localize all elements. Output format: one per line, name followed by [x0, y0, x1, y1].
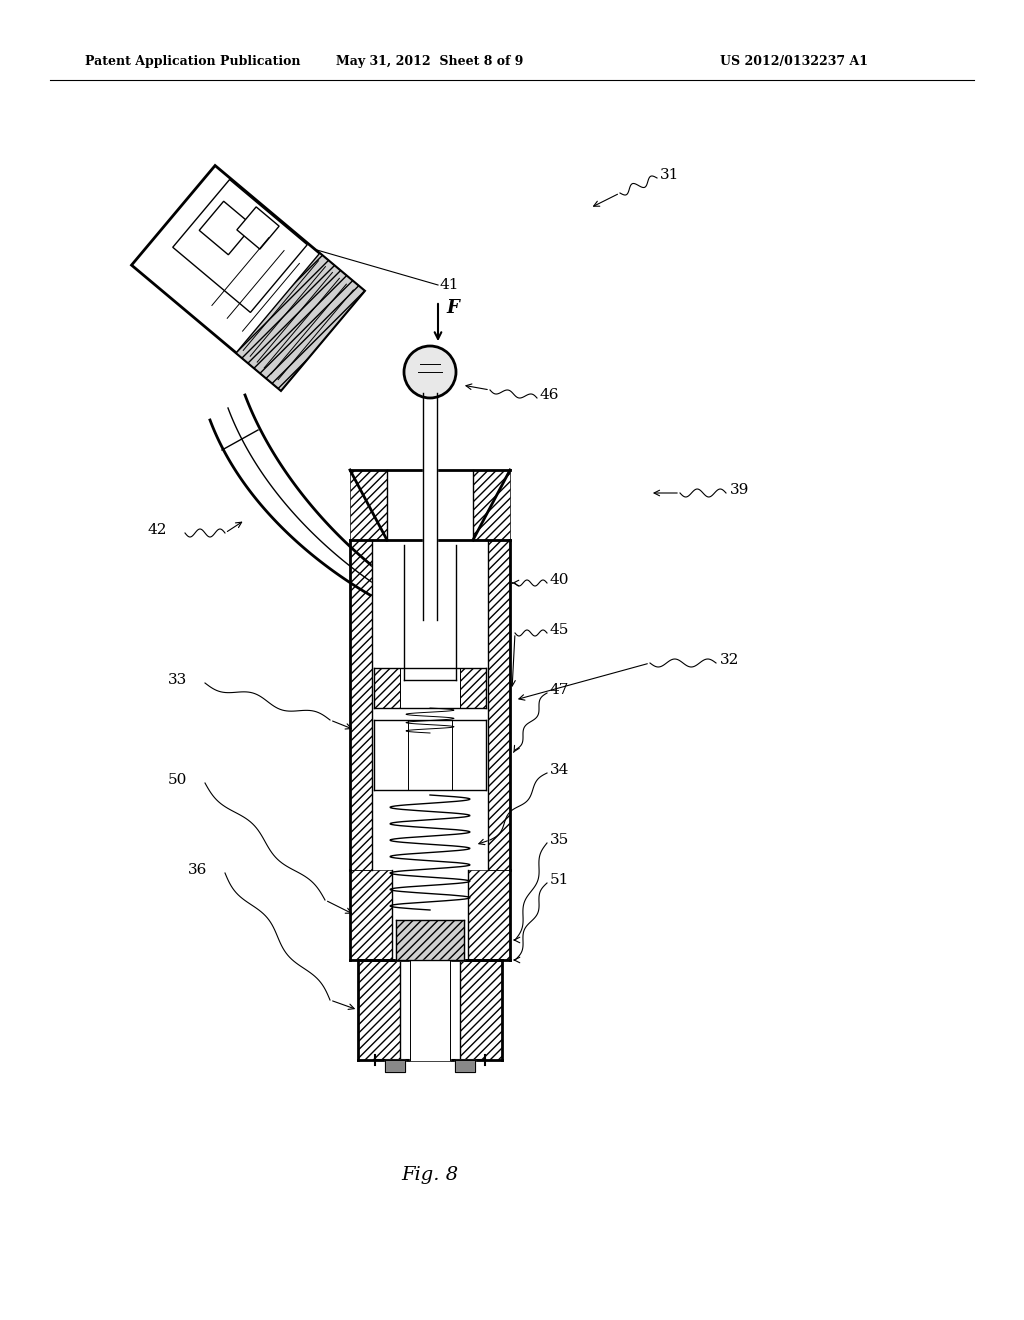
Text: 50: 50	[168, 774, 187, 787]
Bar	[350, 540, 372, 870]
Bar	[460, 960, 502, 1060]
Polygon shape	[350, 470, 387, 540]
Polygon shape	[423, 393, 437, 620]
Text: 51: 51	[550, 873, 569, 887]
Text: 40: 40	[550, 573, 569, 587]
Polygon shape	[408, 719, 452, 789]
Bar	[468, 870, 510, 960]
Text: 41: 41	[440, 279, 460, 292]
Text: F: F	[446, 300, 459, 317]
Text: Fig. 8: Fig. 8	[401, 1166, 459, 1184]
Bar	[374, 668, 400, 708]
Text: Patent Application Publication: Patent Application Publication	[85, 55, 300, 69]
Text: 33: 33	[168, 673, 187, 686]
Text: 42: 42	[148, 523, 168, 537]
Text: 36: 36	[188, 863, 208, 876]
Polygon shape	[455, 1060, 475, 1072]
Text: 32: 32	[720, 653, 739, 667]
Bar	[396, 920, 464, 960]
Polygon shape	[173, 180, 307, 313]
Polygon shape	[131, 165, 365, 391]
Text: 35: 35	[550, 833, 569, 847]
Bar	[488, 540, 510, 870]
Bar	[350, 870, 392, 960]
Polygon shape	[358, 960, 502, 1060]
Text: 47: 47	[550, 682, 569, 697]
Polygon shape	[404, 545, 456, 680]
Polygon shape	[200, 201, 253, 255]
Text: 39: 39	[730, 483, 750, 498]
Text: 31: 31	[660, 168, 679, 182]
Bar	[460, 668, 486, 708]
Text: 34: 34	[550, 763, 569, 777]
Text: May 31, 2012  Sheet 8 of 9: May 31, 2012 Sheet 8 of 9	[336, 55, 523, 69]
Text: 45: 45	[550, 623, 569, 638]
Polygon shape	[473, 470, 510, 540]
Text: US 2012/0132237 A1: US 2012/0132237 A1	[720, 55, 868, 69]
Polygon shape	[396, 920, 464, 960]
Polygon shape	[385, 1060, 406, 1072]
Polygon shape	[410, 960, 450, 1060]
Polygon shape	[392, 870, 468, 960]
Text: 46: 46	[540, 388, 559, 403]
Polygon shape	[237, 253, 365, 391]
Polygon shape	[237, 207, 280, 249]
Circle shape	[404, 346, 456, 399]
Bar	[358, 960, 400, 1060]
Polygon shape	[372, 540, 488, 870]
